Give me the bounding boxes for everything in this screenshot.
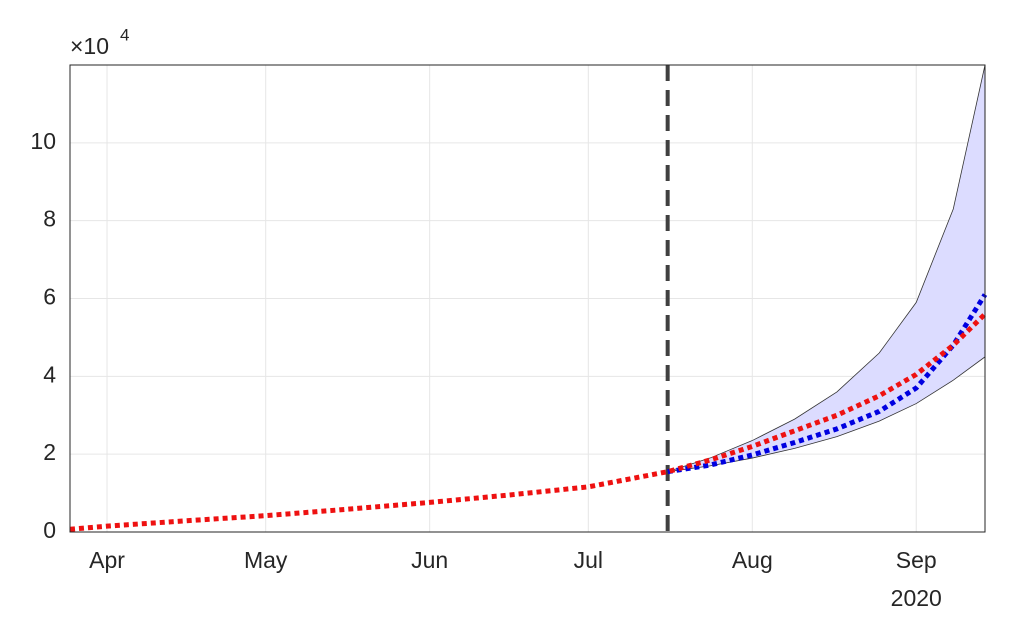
y-tick-label: 0 <box>43 517 56 543</box>
x-tick-label: Aug <box>732 547 773 573</box>
x-tick-label: Jun <box>411 547 448 573</box>
x-year-label: 2020 <box>891 585 942 611</box>
plot-frame <box>69 64 986 533</box>
x-tick-label: Jul <box>574 547 603 573</box>
y-multiplier-exponent: 4 <box>120 25 129 44</box>
y-tick-label: 4 <box>43 361 56 387</box>
x-tick-label: Apr <box>89 547 125 573</box>
series-line <box>667 293 988 475</box>
y-tick-label: 10 <box>30 128 56 154</box>
y-tick-label: 8 <box>43 206 56 232</box>
y-multiplier: ×10 <box>70 33 109 59</box>
x-tick-label: May <box>244 547 288 573</box>
y-tick-label: 6 <box>43 284 56 310</box>
x-tick-label: Sep <box>896 547 937 573</box>
series-line <box>69 312 987 532</box>
y-tick-label: 2 <box>43 439 56 465</box>
